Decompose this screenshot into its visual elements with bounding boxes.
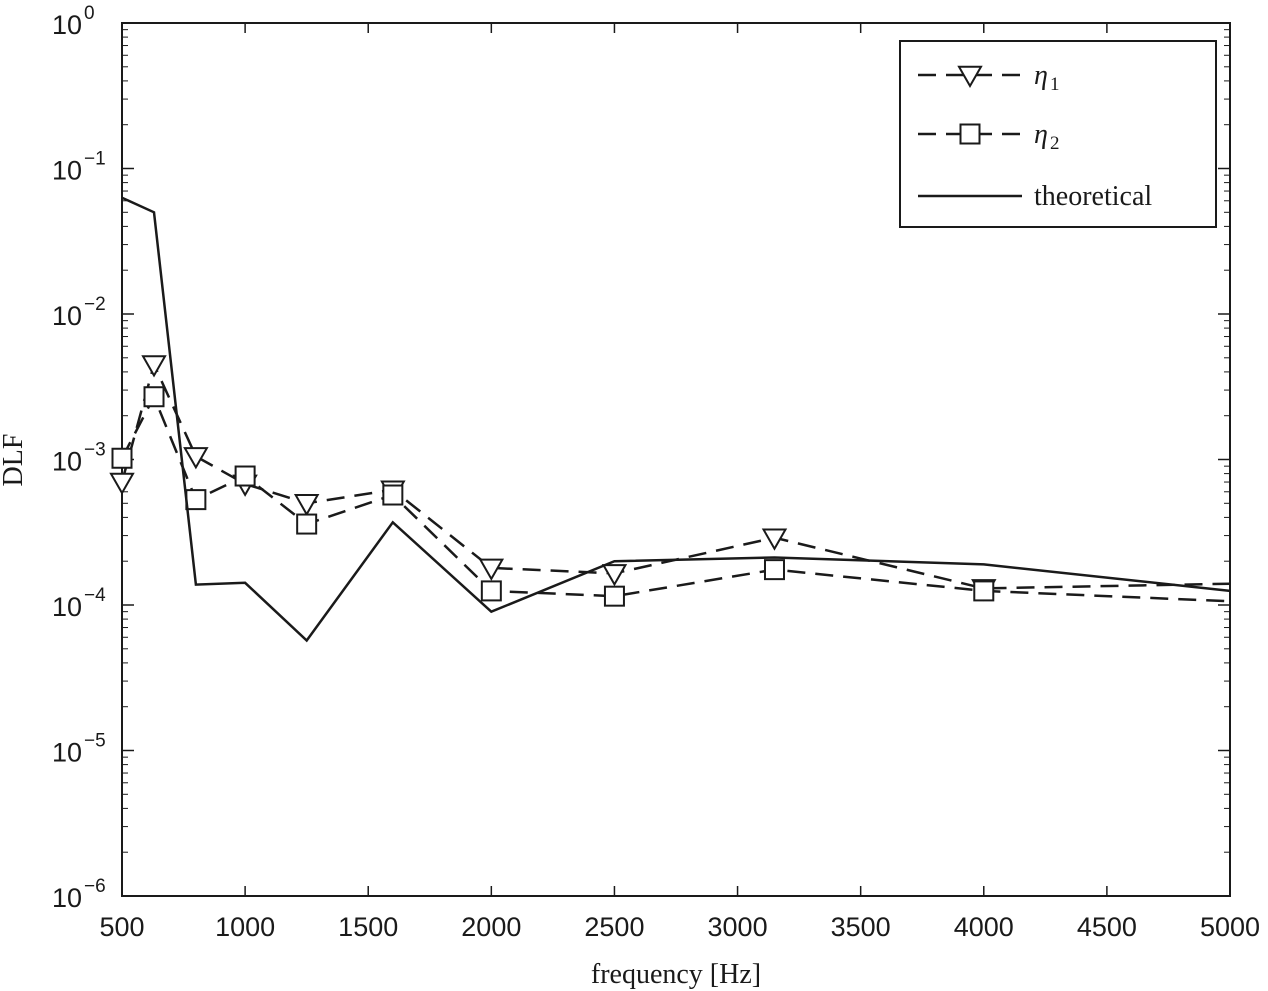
data-point xyxy=(234,465,256,487)
y-tick-label: 10 xyxy=(52,883,82,913)
x-axis-title: frequency [Hz] xyxy=(591,959,761,990)
y-tick-exponent: −2 xyxy=(84,294,106,315)
x-tick-label: 1500 xyxy=(338,912,398,942)
x-tick-label: 2500 xyxy=(584,912,644,942)
y-tick-label: 10 xyxy=(52,10,82,40)
y-tick-label: 10 xyxy=(52,738,82,768)
data-point xyxy=(296,513,318,535)
data-point xyxy=(293,494,320,517)
data-point xyxy=(111,447,133,469)
y-tick-exponent: −6 xyxy=(84,876,106,897)
legend-label: η xyxy=(1034,119,1048,150)
x-tick-label: 4500 xyxy=(1077,912,1137,942)
data-point xyxy=(382,484,404,506)
y-tick-exponent: −3 xyxy=(84,440,106,461)
legend-marker xyxy=(959,123,981,145)
data-point xyxy=(478,558,505,581)
data-point xyxy=(603,585,625,607)
data-point xyxy=(109,472,135,496)
y-tick-label: 10 xyxy=(52,447,82,477)
legend-label: η xyxy=(1034,60,1048,91)
x-tick-label: 1000 xyxy=(215,912,275,942)
x-tick-label: 5000 xyxy=(1200,912,1260,942)
series-3 xyxy=(121,196,1231,643)
x-tick-label: 2000 xyxy=(461,912,521,942)
y-tick-label: 10 xyxy=(52,592,82,622)
series-line xyxy=(121,196,1231,643)
data-point xyxy=(141,355,167,378)
x-tick-label: 3500 xyxy=(831,912,891,942)
x-tick-label: 4000 xyxy=(954,912,1014,942)
data-point xyxy=(973,580,995,602)
legend-item: theoretical xyxy=(918,181,1152,212)
data-point xyxy=(763,559,785,581)
y-axis-title: DLF xyxy=(0,434,29,487)
series-layer xyxy=(109,196,1231,643)
legend-marker xyxy=(957,65,983,89)
x-tick-label: 500 xyxy=(99,912,144,942)
y-tick-label: 10 xyxy=(52,301,82,331)
legend-label: theoretical xyxy=(1034,181,1152,212)
data-point xyxy=(480,580,502,602)
data-point xyxy=(601,564,628,587)
y-tick-exponent: 0 xyxy=(84,3,95,24)
y-tick-exponent: −1 xyxy=(84,149,106,170)
y-tick-label: 10 xyxy=(52,156,82,186)
legend-subscript: 2 xyxy=(1050,133,1060,154)
x-tick-label: 3000 xyxy=(708,912,768,942)
data-point xyxy=(143,386,165,408)
legend-subscript: 1 xyxy=(1050,74,1060,95)
y-tick-exponent: −4 xyxy=(84,585,106,606)
x-axis: 500 1000 1500 2000 2500 3000 3500 4000 4500 5000 xyxy=(99,23,1260,942)
data-point xyxy=(761,528,788,551)
y-tick-exponent: −5 xyxy=(84,731,106,752)
data-point xyxy=(183,447,209,470)
data-point xyxy=(185,489,207,511)
